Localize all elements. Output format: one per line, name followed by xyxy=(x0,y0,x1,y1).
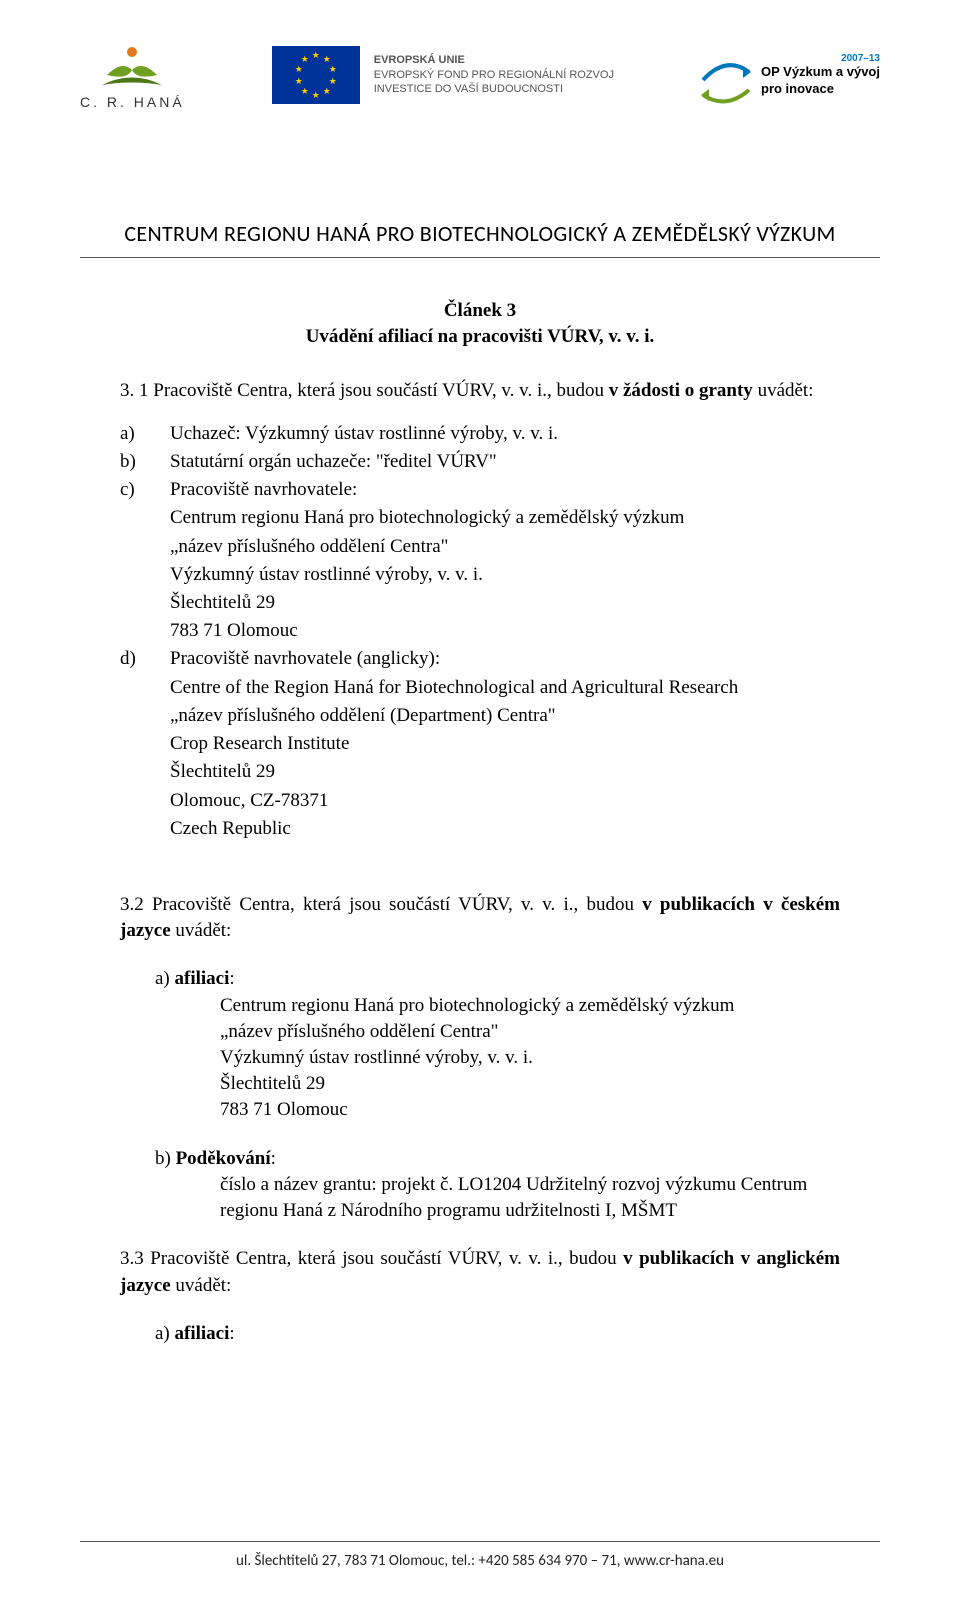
s32-a-line: Výzkumný ústav rostlinné výroby, v. v. i… xyxy=(220,1045,840,1071)
section-32-block: a) afiliaci: Centrum regionu Haná pro bi… xyxy=(120,966,840,1224)
eu-line2: EVROPSKÝ FOND PRO REGIONÁLNÍ ROZVOJ xyxy=(374,68,614,83)
s32-a-line: „název příslušného oddělení Centra" xyxy=(220,1019,840,1045)
article-heading: Článek 3 Uvádění afiliací na pracovišti … xyxy=(120,298,840,350)
item-c-line: „název příslušného oddělení Centra" xyxy=(120,534,840,560)
article-number: Článek 3 xyxy=(120,298,840,324)
section-31-intro: 3. 1 Pracoviště Centra, která jsou součá… xyxy=(120,378,840,404)
item-marker: a) xyxy=(120,421,170,447)
footer-text: ul. Šlechtitelů 27, 783 71 Olomouc, tel.… xyxy=(0,1552,960,1570)
s32-a-label: a) afiliaci: xyxy=(120,966,840,992)
crhana-label: C. R. HANÁ xyxy=(80,94,185,110)
program-years: 2007–13 xyxy=(761,53,880,64)
s32-a-line: 783 71 Olomouc xyxy=(220,1097,840,1123)
item-text: Uchazeč: Výzkumný ústav rostlinné výroby… xyxy=(170,421,840,447)
item-c-line: Výzkumný ústav rostlinné výroby, v. v. i… xyxy=(120,562,840,588)
eu-line1: EVROPSKÁ UNIE xyxy=(374,53,614,68)
item-d-line: Olomouc, CZ-78371 xyxy=(120,788,840,814)
item-label: Pracoviště navrhovatele: xyxy=(170,477,840,503)
item-d-line: „název příslušného oddělení (Department)… xyxy=(120,703,840,729)
crhana-logo: C. R. HANÁ xyxy=(80,40,185,110)
item-marker: d) xyxy=(120,646,170,672)
op-line1: OP Výzkum a vývoj xyxy=(761,64,880,81)
item-marker: b) xyxy=(120,449,170,475)
page-header: C. R. HANÁ ★ ★ ★ ★ ★ ★ ★ ★ ★ ★ EVROPSK xyxy=(0,0,960,160)
eu-text: EVROPSKÁ UNIE EVROPSKÝ FOND PRO REGIONÁL… xyxy=(374,53,614,98)
s31-pre: 3. 1 Pracoviště Centra, která jsou součá… xyxy=(120,380,609,401)
item-d-line: Czech Republic xyxy=(120,816,840,842)
s31-post: uvádět: xyxy=(753,380,814,401)
section-32-intro: 3.2 Pracoviště Centra, která jsou součás… xyxy=(120,892,840,944)
op-text-block: 2007–13 OP Výzkum a vývoj pro inovace xyxy=(761,53,880,98)
document-content: Článek 3 Uvádění afiliací na pracovišti … xyxy=(0,258,960,1347)
item-c-line: 783 71 Olomouc xyxy=(120,618,840,644)
s33-a-label: a) afiliaci: xyxy=(120,1321,840,1347)
op-block: 2007–13 OP Výzkum a vývoj pro inovace xyxy=(701,50,880,100)
op-arrows-icon xyxy=(701,50,751,100)
eu-block: ★ ★ ★ ★ ★ ★ ★ ★ ★ ★ EVROPSKÁ UNIE EVROPS… xyxy=(272,46,614,104)
item-label: Pracoviště navrhovatele (anglicky): xyxy=(170,646,840,672)
item-c-line: Šlechtitelů 29 xyxy=(120,590,840,616)
crhana-icon xyxy=(97,40,167,90)
eu-line3: INVESTICE DO VAŠÍ BUDOUCNOSTI xyxy=(374,82,614,97)
s32-a-line: Šlechtitelů 29 xyxy=(220,1071,840,1097)
list-item: c) Pracoviště navrhovatele: xyxy=(120,477,840,503)
op-line2: pro inovace xyxy=(761,81,880,98)
logos-row: C. R. HANÁ ★ ★ ★ ★ ★ ★ ★ ★ ★ ★ EVROPSK xyxy=(0,30,960,120)
item-d-line: Crop Research Institute xyxy=(120,731,840,757)
s32-a-line: Centrum regionu Haná pro biotechnologick… xyxy=(220,993,840,1019)
center-title: CENTRUM REGIONU HANÁ PRO BIOTECHNOLOGICK… xyxy=(0,220,960,247)
item-text: Statutární orgán uchazeče: "ředitel VÚRV… xyxy=(170,449,840,475)
article-title: Uvádění afiliací na pracovišti VÚRV, v. … xyxy=(120,324,840,350)
s32-pre: 3.2 Pracoviště Centra, která jsou součás… xyxy=(120,894,642,915)
item-c-line: Centrum regionu Haná pro biotechnologick… xyxy=(120,505,840,531)
list-item: d) Pracoviště navrhovatele (anglicky): xyxy=(120,646,840,672)
s33-pre: 3.3 Pracoviště Centra, která jsou součás… xyxy=(120,1248,623,1269)
eu-flag-icon: ★ ★ ★ ★ ★ ★ ★ ★ ★ ★ xyxy=(272,46,360,104)
s32-b-label: b) Poděkování: xyxy=(120,1146,840,1172)
list-item: b) Statutární orgán uchazeče: "ředitel V… xyxy=(120,449,840,475)
list-item: a) Uchazeč: Výzkumný ústav rostlinné výr… xyxy=(120,421,840,447)
footer-rule xyxy=(80,1541,880,1542)
s31-bold: v žádosti o granty xyxy=(609,380,753,401)
item-d-line: Centre of the Region Haná for Biotechnol… xyxy=(120,675,840,701)
item-d-line: Šlechtitelů 29 xyxy=(120,759,840,785)
s32-b-text: číslo a název grantu: projekt č. LO1204 … xyxy=(120,1172,840,1224)
s33-post: uvádět: xyxy=(171,1275,232,1296)
section-31-list: a) Uchazeč: Výzkumný ústav rostlinné výr… xyxy=(120,421,840,842)
section-33-intro: 3.3 Pracoviště Centra, která jsou součás… xyxy=(120,1246,840,1298)
item-marker: c) xyxy=(120,477,170,503)
s32-post: uvádět: xyxy=(171,920,232,941)
